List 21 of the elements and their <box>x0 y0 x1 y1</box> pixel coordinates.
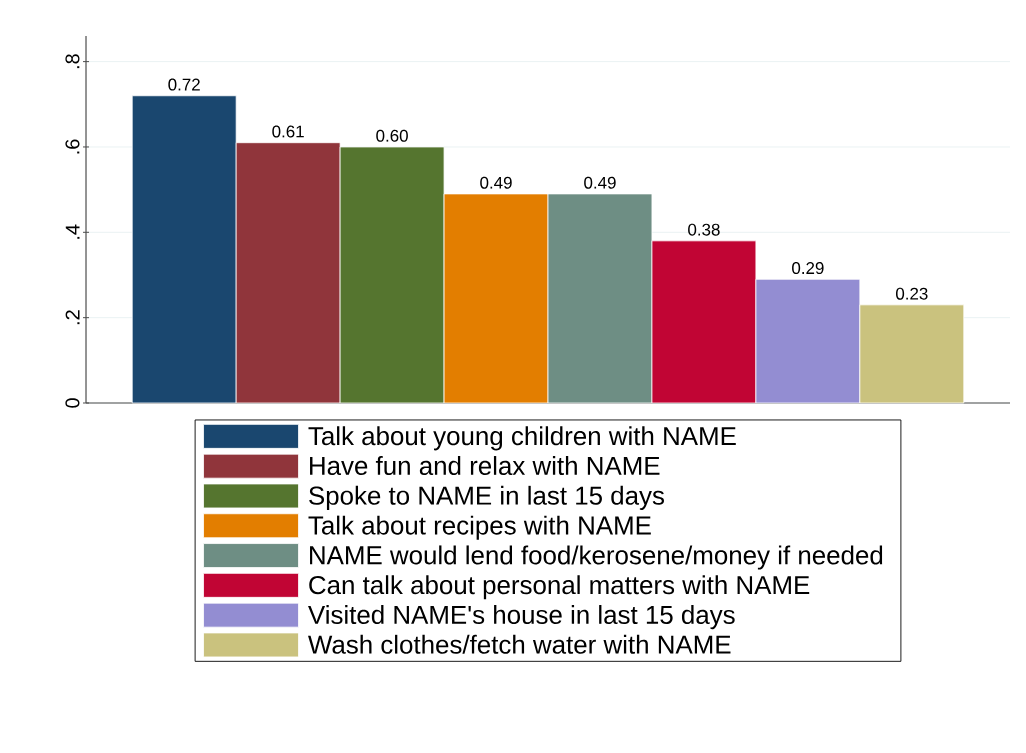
data-label: 0.61 <box>272 125 304 138</box>
y-tick-label: .8 <box>65 54 80 69</box>
data-label: 0.49 <box>480 176 512 189</box>
y-tick-label: .4 <box>65 224 80 239</box>
data-label: 0.49 <box>584 176 616 189</box>
legend-label: NAME would lend food/kerosene/money if needed <box>310 545 883 570</box>
data-label: 0.72 <box>168 78 200 91</box>
legend-label: Can talk about personal matters with NAME <box>309 575 810 600</box>
legend-label: Spoke to NAME in last 15 days <box>309 485 664 510</box>
legend-label: Talk about recipes with NAME <box>308 515 651 540</box>
data-label: 0.38 <box>688 223 720 236</box>
y-tick-label: .2 <box>65 310 80 325</box>
data-label: 0.29 <box>792 262 824 275</box>
legend-label: Wash clothes/fetch water with NAME <box>308 634 731 654</box>
y-tick-label: 0 <box>65 398 80 408</box>
data-label: 0.23 <box>896 287 928 300</box>
legend-label: Have fun and relax with NAME <box>310 456 660 476</box>
legend-label: Visited NAME's house in last 15 days <box>308 605 735 630</box>
data-label: 0.60 <box>376 129 408 142</box>
legend-label: Talk about young children with NAME <box>308 426 736 451</box>
y-tick-label: .6 <box>65 139 80 154</box>
